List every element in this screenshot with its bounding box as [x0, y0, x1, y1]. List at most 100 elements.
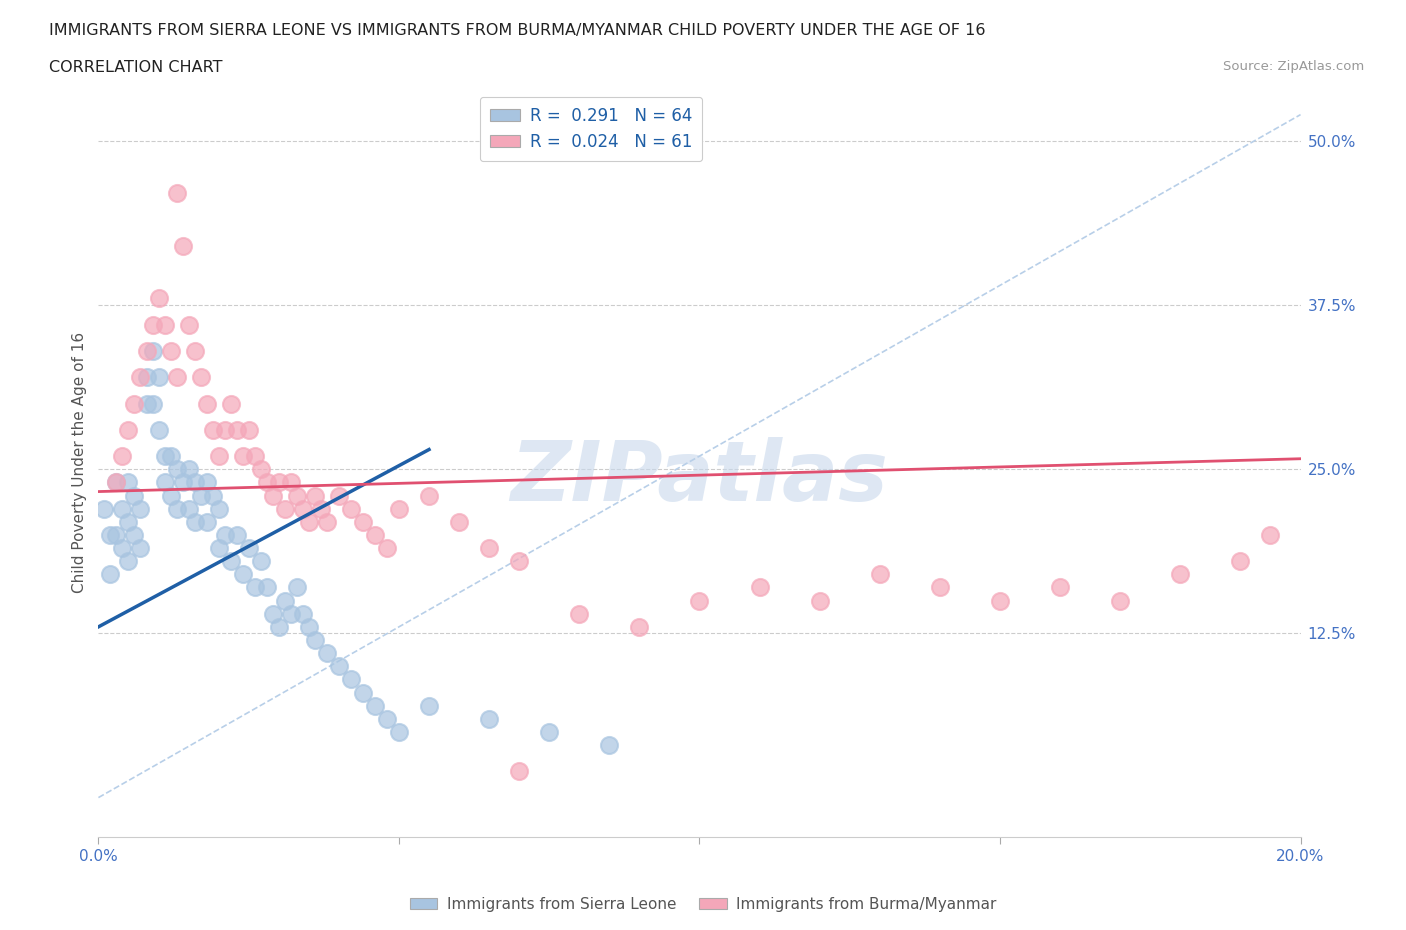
Point: [304, 488, 326, 503]
Point: [111, 540, 134, 555]
Point: [243, 580, 266, 595]
Point: [201, 422, 224, 437]
Point: [225, 527, 247, 542]
Point: [340, 672, 363, 687]
Point: [117, 514, 139, 529]
Point: [280, 475, 302, 490]
Point: [285, 580, 308, 595]
Point: [105, 527, 128, 542]
Point: [141, 396, 163, 411]
Point: [166, 370, 188, 385]
Point: [177, 462, 200, 477]
Point: [190, 488, 212, 503]
Point: [508, 553, 530, 568]
Point: [159, 343, 181, 358]
Point: [153, 317, 176, 332]
Point: [352, 514, 374, 529]
Point: [274, 593, 297, 608]
Point: [183, 343, 205, 358]
Point: [159, 448, 181, 463]
Point: [447, 514, 470, 529]
Point: [172, 238, 194, 253]
Point: [328, 658, 350, 673]
Point: [232, 448, 254, 463]
Point: [280, 606, 302, 621]
Point: [219, 553, 242, 568]
Point: [418, 488, 440, 503]
Point: [1049, 580, 1071, 595]
Point: [195, 514, 218, 529]
Text: ZIPatlas: ZIPatlas: [510, 437, 889, 518]
Point: [219, 396, 242, 411]
Point: [375, 540, 398, 555]
Point: [418, 698, 440, 713]
Point: [988, 593, 1011, 608]
Point: [328, 488, 350, 503]
Point: [232, 567, 254, 582]
Point: [304, 632, 326, 647]
Point: [315, 645, 337, 660]
Point: [214, 422, 236, 437]
Legend: Immigrants from Sierra Leone, Immigrants from Burma/Myanmar: Immigrants from Sierra Leone, Immigrants…: [404, 891, 1002, 918]
Point: [285, 488, 308, 503]
Point: [298, 619, 321, 634]
Point: [869, 567, 891, 582]
Point: [208, 540, 231, 555]
Point: [364, 698, 387, 713]
Point: [166, 186, 188, 201]
Point: [256, 475, 278, 490]
Point: [478, 711, 501, 726]
Point: [267, 619, 290, 634]
Point: [249, 553, 271, 568]
Point: [262, 488, 284, 503]
Point: [100, 527, 122, 542]
Point: [148, 422, 170, 437]
Point: [124, 396, 146, 411]
Point: [808, 593, 831, 608]
Point: [274, 501, 297, 516]
Point: [568, 606, 591, 621]
Point: [141, 343, 163, 358]
Point: [117, 475, 139, 490]
Point: [166, 501, 188, 516]
Point: [190, 370, 212, 385]
Text: Source: ZipAtlas.com: Source: ZipAtlas.com: [1223, 60, 1364, 73]
Point: [117, 553, 139, 568]
Point: [478, 540, 501, 555]
Point: [214, 527, 236, 542]
Point: [315, 514, 337, 529]
Point: [135, 370, 157, 385]
Point: [508, 764, 530, 778]
Point: [105, 475, 128, 490]
Point: [249, 462, 271, 477]
Point: [628, 619, 651, 634]
Point: [1109, 593, 1132, 608]
Point: [177, 317, 200, 332]
Point: [124, 527, 146, 542]
Point: [153, 475, 176, 490]
Point: [267, 475, 290, 490]
Point: [352, 685, 374, 700]
Point: [375, 711, 398, 726]
Point: [291, 501, 314, 516]
Point: [388, 501, 411, 516]
Point: [538, 724, 561, 739]
Point: [159, 488, 181, 503]
Point: [208, 448, 231, 463]
Point: [183, 514, 205, 529]
Point: [309, 501, 332, 516]
Point: [201, 488, 224, 503]
Point: [135, 343, 157, 358]
Point: [225, 422, 247, 437]
Point: [111, 501, 134, 516]
Y-axis label: Child Poverty Under the Age of 16: Child Poverty Under the Age of 16: [72, 332, 87, 593]
Point: [183, 475, 205, 490]
Point: [262, 606, 284, 621]
Point: [129, 501, 152, 516]
Point: [1170, 567, 1192, 582]
Point: [141, 317, 163, 332]
Point: [238, 540, 260, 555]
Point: [748, 580, 770, 595]
Point: [208, 501, 231, 516]
Legend: R =  0.291   N = 64, R =  0.024   N = 61: R = 0.291 N = 64, R = 0.024 N = 61: [479, 97, 703, 161]
